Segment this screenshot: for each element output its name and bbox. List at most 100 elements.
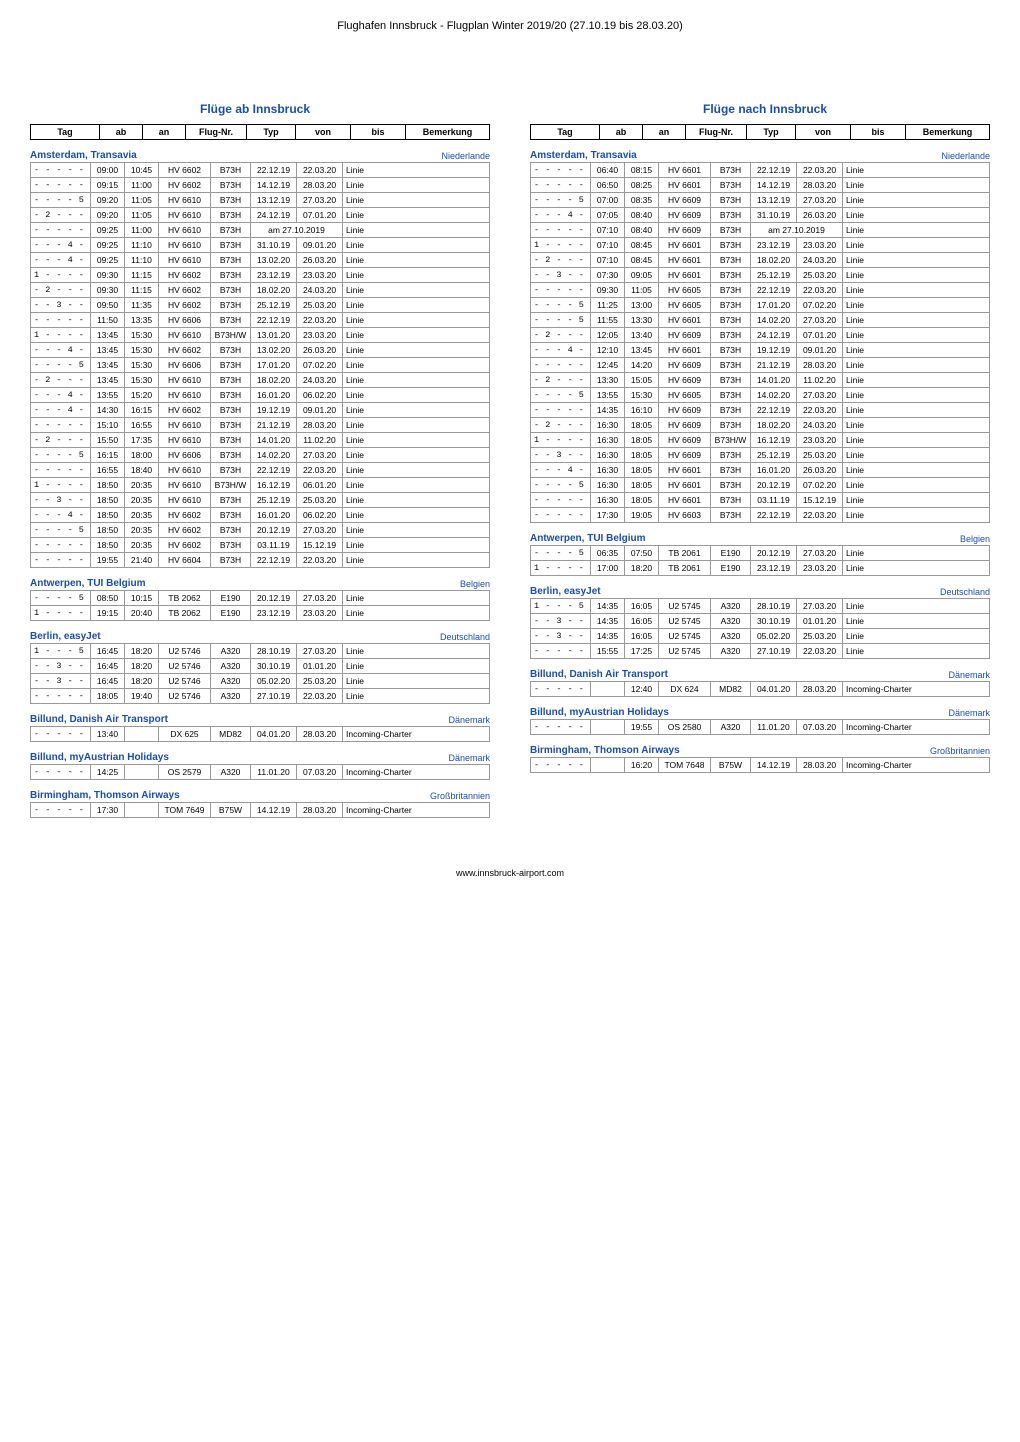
table-row: - - - 4 - - -09:2511:10HV 6610B73H31.10.…: [31, 238, 490, 253]
col-bem: Bemerkung: [906, 125, 989, 139]
table-row: - - - - 5 - -08:5010:15TB 2062E19020.12.…: [31, 591, 490, 606]
table-row: - - - - - 6 -13:40DX 625MD8204.01.2028.0…: [31, 727, 490, 742]
section-country: Niederlande: [941, 151, 990, 161]
flight-table: - - - - - - 709:0010:45HV 6602B73H22.12.…: [30, 162, 490, 568]
flight-table: - - - - 5 - -06:3507:50TB 2061E19020.12.…: [530, 545, 990, 576]
table-row: 1 - - - 5 - -14:3516:05U2 5745A32028.10.…: [531, 599, 990, 614]
table-row: 1 - - - - - -18:5020:35HV 6610B73H/W16.1…: [31, 478, 490, 493]
table-row: - 2 - - - - -07:1008:45HV 6601B73H18.02.…: [531, 253, 990, 268]
table-row: - - - 4 - - -18:5020:35HV 6602B73H16.01.…: [31, 508, 490, 523]
section-country: Dänemark: [948, 708, 990, 718]
section-country: Dänemark: [448, 753, 490, 763]
flight-table: - - - - - 6 -12:40DX 624MD8204.01.2028.0…: [530, 681, 990, 697]
table-row: - - - - 5 - -11:5513:30HV 6601B73H14.02.…: [531, 313, 990, 328]
section-title: Billund, Danish Air Transport: [30, 714, 168, 725]
table-row: - - - - - - 709:0010:45HV 6602B73H22.12.…: [31, 163, 490, 178]
section-title: Birmingham, Thomson Airways: [530, 745, 680, 756]
table-row: - - - - 5 - -13:4515:30HV 6606B73H17.01.…: [31, 358, 490, 373]
table-row: 1 - - - - - -17:0018:20TB 2061E19023.12.…: [531, 561, 990, 576]
table-row: - - - - - 6 -06:5008:25HV 6601B73H14.12.…: [531, 178, 990, 193]
col-von: von: [796, 125, 851, 139]
column-header-row: TagabanFlug-Nr.TypvonbisBemerkung: [530, 124, 990, 140]
table-row: - 2 - - - - -12:0513:40HV 6609B73H24.12.…: [531, 328, 990, 343]
flight-table: - - - - - - 706:4008:15HV 6601B73H22.12.…: [530, 162, 990, 523]
table-row: - - - - 5 - -16:3018:05HV 6601B73H20.12.…: [531, 478, 990, 493]
table-row: - - 3 - - - -07:3009:05HV 6601B73H25.12.…: [531, 268, 990, 283]
col-typ: Typ: [747, 125, 796, 139]
col-ab: ab: [600, 125, 643, 139]
table-row: 1 - - - - - -09:3011:15HV 6602B73H23.12.…: [31, 268, 490, 283]
table-row: - - - - - 6 -12:4514:20HV 6609B73H21.12.…: [531, 358, 990, 373]
table-row: - - - 4 - - -07:0508:40HV 6609B73H31.10.…: [531, 208, 990, 223]
table-row: - - - - - - 714:3516:10HV 6609B73H22.12.…: [531, 403, 990, 418]
section-title: Antwerpen, TUI Belgium: [530, 533, 646, 544]
table-row: - - - - - - 716:5518:40HV 6610B73H22.12.…: [31, 463, 490, 478]
table-row: - - - - - - 709:2511:00HV 6610B73Ham 27.…: [31, 223, 490, 238]
table-row: 1 - - - - - -13:4515:30HV 6610B73H/W13.0…: [31, 328, 490, 343]
table-row: - - - - - - 715:5517:25U2 5745A32027.10.…: [531, 644, 990, 659]
section-country: Belgien: [960, 534, 990, 544]
table-row: - - - - - 6 -09:1511:00HV 6602B73H14.12.…: [31, 178, 490, 193]
col-typ: Typ: [247, 125, 296, 139]
footer-url: www.innsbruck-airport.com: [30, 868, 990, 878]
table-row: - - - - - 6 -19:55OS 2580A32011.01.2007.…: [531, 720, 990, 735]
flight-table: - - - - - 6 -16:20TOM 7648B75W14.12.1928…: [530, 757, 990, 773]
table-row: - - - - 5 - -07:0008:35HV 6609B73H13.12.…: [531, 193, 990, 208]
section-country: Belgien: [460, 579, 490, 589]
flight-table: - - - - 5 - -08:5010:15TB 2062E19020.12.…: [30, 590, 490, 621]
table-row: - - - - - - 706:4008:15HV 6601B73H22.12.…: [531, 163, 990, 178]
flight-table: - - - - - 6 -13:40DX 625MD8204.01.2028.0…: [30, 726, 490, 742]
table-row: - - - - - 6 -15:1016:55HV 6610B73H21.12.…: [31, 418, 490, 433]
section-title: Berlin, easyJet: [530, 586, 601, 597]
col-flug: Flug-Nr.: [686, 125, 747, 139]
table-row: - 2 - - - - -15:5017:35HV 6610B73H14.01.…: [31, 433, 490, 448]
table-row: - 2 - - - - -16:3018:05HV 6609B73H18.02.…: [531, 418, 990, 433]
col-an: an: [143, 125, 186, 139]
table-row: - - - - - - 709:3011:05HV 6605B73H22.12.…: [531, 283, 990, 298]
col-an: an: [643, 125, 686, 139]
table-row: - - - 4 - - -16:3018:05HV 6601B73H16.01.…: [531, 463, 990, 478]
table-row: - - - - - 6 -17:30TOM 7649B75W14.12.1928…: [31, 803, 490, 818]
flight-table: - - - - - 6 -17:30TOM 7649B75W14.12.1928…: [30, 802, 490, 818]
table-row: - - 3 - - - -18:5020:35HV 6610B73H25.12.…: [31, 493, 490, 508]
table-row: - - - - 5 - -13:5515:30HV 6605B73H14.02.…: [531, 388, 990, 403]
table-row: - - - - - - 717:3019:05HV 6603B73H22.12.…: [531, 508, 990, 523]
table-row: 1 - - - - - -19:1520:40TB 2062E19023.12.…: [31, 606, 490, 621]
col-bis: bis: [351, 125, 406, 139]
table-row: - 2 - - - - -13:3015:05HV 6609B73H14.01.…: [531, 373, 990, 388]
col-bis: bis: [851, 125, 906, 139]
section-title: Billund, myAustrian Holidays: [530, 707, 669, 718]
table-row: - - 3 - - - -09:5011:35HV 6602B73H25.12.…: [31, 298, 490, 313]
col-von: von: [296, 125, 351, 139]
table-row: - 2 - - - - -09:2011:05HV 6610B73H24.12.…: [31, 208, 490, 223]
table-row: - - - - - 6 -16:20TOM 7648B75W14.12.1928…: [531, 758, 990, 773]
section-country: Deutschland: [940, 587, 990, 597]
section-title: Antwerpen, TUI Belgium: [30, 578, 146, 589]
table-row: - - 3 - - - -14:3516:05U2 5745A32005.02.…: [531, 629, 990, 644]
right-column-header: Flüge nach Innsbruck: [540, 102, 990, 116]
col-bem: Bemerkung: [406, 125, 489, 139]
table-row: - - - - - 6 -14:25OS 2579A32011.01.2007.…: [31, 765, 490, 780]
table-row: - - - - - - 707:1008:40HV 6609B73Ham 27.…: [531, 223, 990, 238]
col-ab: ab: [100, 125, 143, 139]
left-column-header: Flüge ab Innsbruck: [30, 102, 480, 116]
table-row: - 2 - - - - -13:4515:30HV 6610B73H18.02.…: [31, 373, 490, 388]
table-row: - 2 - - - - -09:3011:15HV 6602B73H18.02.…: [31, 283, 490, 298]
section-title: Billund, myAustrian Holidays: [30, 752, 169, 763]
table-row: - - 3 - - - -16:4518:20U2 5746A32005.02.…: [31, 674, 490, 689]
section-country: Deutschland: [440, 632, 490, 642]
table-row: 1 - - - - - -07:1008:45HV 6601B73H23.12.…: [531, 238, 990, 253]
section-title: Birmingham, Thomson Airways: [30, 790, 180, 801]
flight-table: 1 - - - 5 - -14:3516:05U2 5745A32028.10.…: [530, 598, 990, 659]
col-flug: Flug-Nr.: [186, 125, 247, 139]
table-row: - - - - 5 - -16:1518:00HV 6606B73H14.02.…: [31, 448, 490, 463]
table-row: - - - 4 - - -13:4515:30HV 6602B73H13.02.…: [31, 343, 490, 358]
table-row: - - - - 5 - -18:5020:35HV 6602B73H20.12.…: [31, 523, 490, 538]
table-row: - - - - - - 716:3018:05HV 6601B73H03.11.…: [531, 493, 990, 508]
table-row: - - 3 - - - -14:3516:05U2 5745A32030.10.…: [531, 614, 990, 629]
table-row: - - 3 - - - -16:4518:20U2 5746A32030.10.…: [31, 659, 490, 674]
flight-table: 1 - - - 5 - -16:4518:20U2 5746A32028.10.…: [30, 643, 490, 704]
table-row: - - - - 5 - -11:2513:00HV 6605B73H17.01.…: [531, 298, 990, 313]
table-row: - - - - - - 711:5013:35HV 6606B73H22.12.…: [31, 313, 490, 328]
table-row: - - - 4 - - -12:1013:45HV 6601B73H19.12.…: [531, 343, 990, 358]
